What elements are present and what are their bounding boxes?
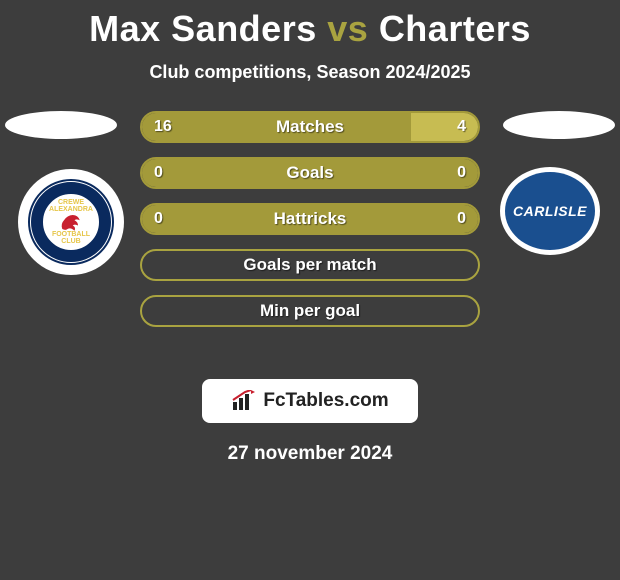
- club-badge-right: CARLISLE: [500, 167, 600, 255]
- fctables-chart-icon: [231, 390, 257, 412]
- stat-value-right: 0: [457, 159, 466, 187]
- right-ellipse-decoration: [503, 111, 615, 139]
- player2-name: Charters: [379, 8, 531, 49]
- stat-row: Goals0 0: [140, 157, 480, 189]
- stat-row: Matches16 4: [140, 111, 480, 143]
- vs-text: vs: [327, 8, 368, 49]
- carlisle-text: CARLISLE: [513, 203, 587, 219]
- footer-date: 27 november 2024: [0, 443, 620, 465]
- page-title: Max Sanders vs Charters: [0, 8, 620, 50]
- carlisle-badge: CARLISLE: [505, 172, 595, 250]
- stat-label: Goals: [142, 159, 478, 187]
- stat-value-left: 0: [154, 159, 163, 187]
- stat-label: Matches: [142, 113, 478, 141]
- comparison-card: Max Sanders vs Charters Club competition…: [0, 0, 620, 465]
- brand-badge: FcTables.com: [202, 379, 418, 423]
- season-subtitle: Club competitions, Season 2024/2025: [0, 62, 620, 83]
- stat-value-left: 16: [154, 113, 172, 141]
- stat-value-left: 0: [154, 205, 163, 233]
- crewe-text-top: CREWE ALEXANDRA: [43, 199, 99, 213]
- stat-label: Goals per match: [142, 251, 478, 279]
- crewe-badge: CREWE ALEXANDRA FOOTBALL CLUB: [28, 179, 114, 265]
- crewe-text-bottom: FOOTBALL CLUB: [43, 231, 99, 245]
- stat-label: Min per goal: [142, 297, 478, 325]
- stat-row: Min per goal: [140, 295, 480, 327]
- stat-value-right: 0: [457, 205, 466, 233]
- stats-area: CREWE ALEXANDRA FOOTBALL CLUB CARLISLE M…: [0, 111, 620, 371]
- club-badge-left: CREWE ALEXANDRA FOOTBALL CLUB: [18, 169, 124, 275]
- stat-bars: Matches164Goals00Hattricks00Goals per ma…: [140, 111, 480, 341]
- stat-row: Goals per match: [140, 249, 480, 281]
- player1-name: Max Sanders: [89, 8, 317, 49]
- stat-label: Hattricks: [142, 205, 478, 233]
- stat-value-right: 4: [457, 113, 466, 141]
- brand-name: FcTables.com: [263, 390, 388, 412]
- left-ellipse-decoration: [5, 111, 117, 139]
- crewe-ring: CREWE ALEXANDRA FOOTBALL CLUB: [31, 182, 111, 262]
- stat-row: Hattricks0 0: [140, 203, 480, 235]
